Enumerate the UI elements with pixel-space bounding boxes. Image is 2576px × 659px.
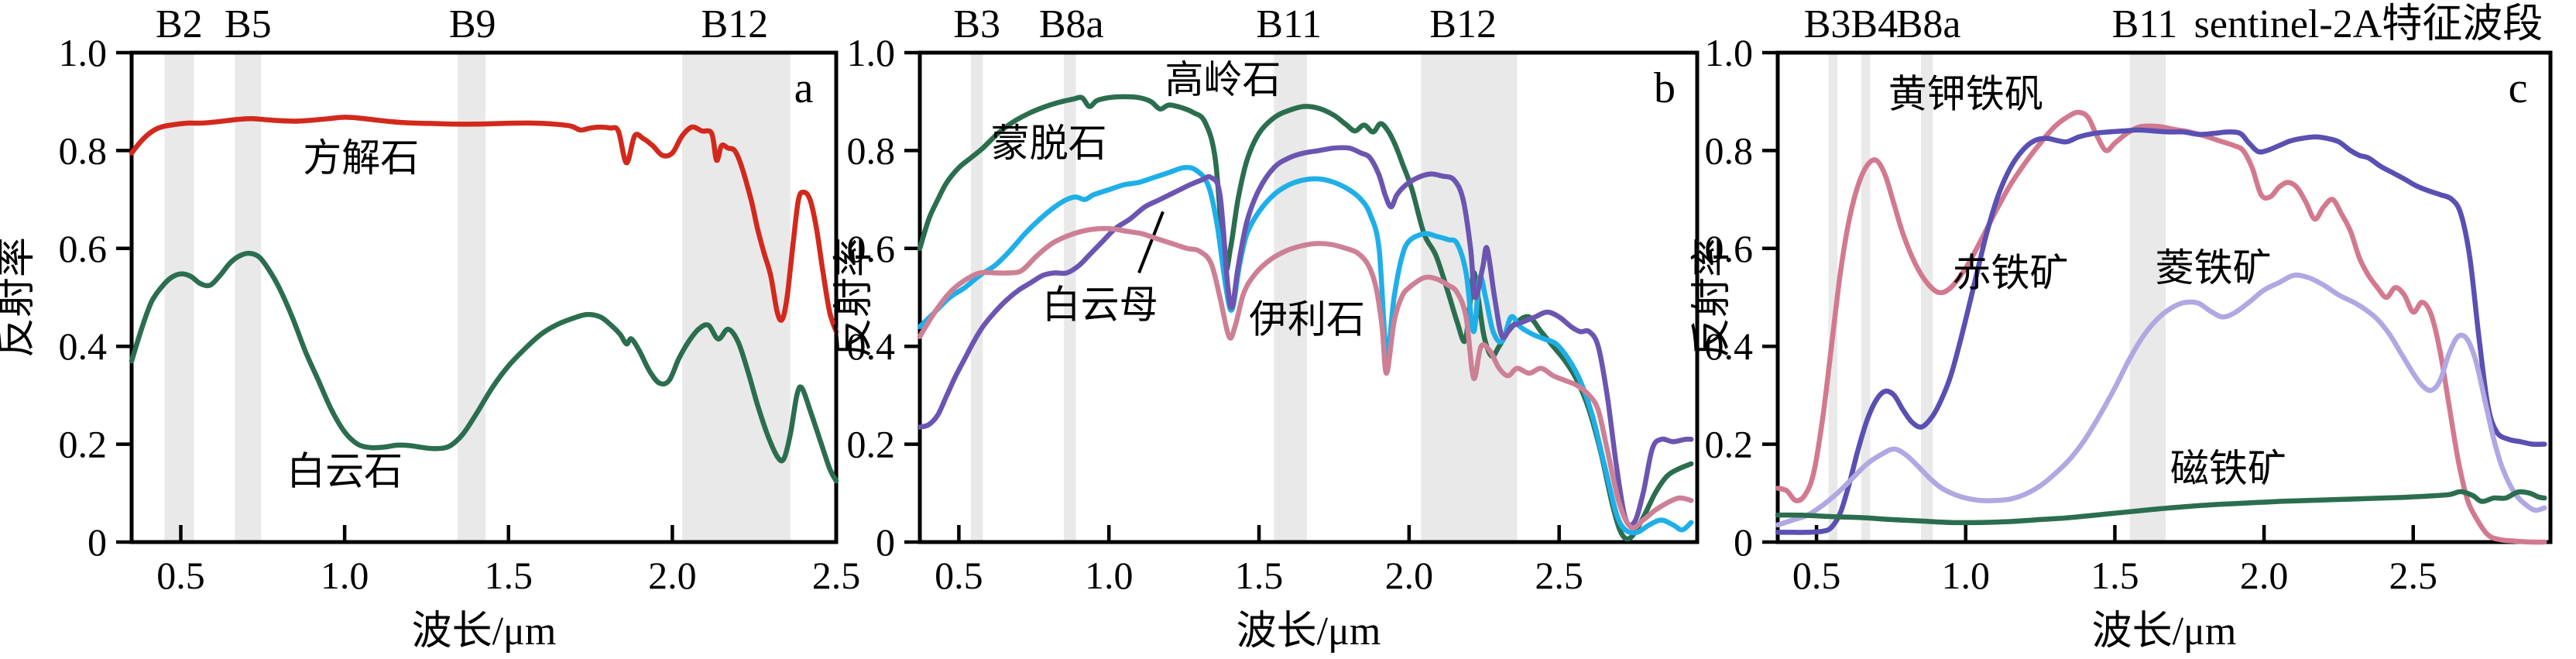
band-b-B11 (1274, 53, 1307, 542)
panel-a: 0.5 1.0 1.5 2.0 2.5 0 0.2 0.4 0.6 0.8 1.0 B2 B5 B9 B12… (0, 2, 860, 654)
band-label-a-B12: B12 (701, 2, 768, 46)
y-tick-label-a-1.0: 1.0 (59, 31, 108, 74)
y-tick-label-a-0.6: 0.6 (59, 227, 108, 270)
y-tick-label-c-0.6: 0.6 (1705, 227, 1754, 270)
y-tick-label-b-0.4: 0.4 (847, 324, 896, 368)
curve-siderite (1775, 273, 2547, 528)
curve-label-dolomite: 白云石 (286, 449, 403, 493)
y-axis-title-c: 反射率 (1690, 237, 1734, 358)
y-tick-label-c-0.8: 0.8 (1705, 129, 1754, 172)
band-label-b-B11: B11 (1256, 2, 1322, 46)
y-tick-label-a-0.4: 0.4 (59, 324, 108, 368)
band-label-a-B5: B5 (225, 2, 272, 46)
band-a-B2 (164, 53, 194, 542)
curve-magnetite (1775, 489, 2547, 526)
curve-label-kaolinite: 高岭石 (1165, 58, 1281, 101)
y-tick-label-a-0.2: 0.2 (59, 423, 108, 466)
panel-letter-b: b (1654, 64, 1676, 112)
x-axis-title-c: 波长/μm (2092, 609, 2237, 654)
x-tick-label-a-2.0: 2.0 (648, 554, 697, 597)
band-label-b-B12: B12 (1429, 2, 1497, 46)
curve-label-muscovite: 白云母 (1042, 283, 1158, 326)
band-label-c-B3B4: B3B4 (1804, 2, 1898, 46)
x-tick-label-c-1.5: 1.5 (2091, 554, 2139, 597)
band-b-B8a (1064, 53, 1076, 542)
band-label-b-B3: B3 (953, 2, 1000, 46)
panel-b: 0.5 1.0 1.5 2.0 2.5 0 0.2 0.4 0.6 0.8 1.0 B3 B8a B11 B… (832, 2, 1700, 654)
panel-letter-a: a (794, 64, 814, 112)
x-tick-label-a-0.5: 0.5 (156, 554, 205, 597)
curve-label-siderite: 菱铁矿 (2156, 246, 2272, 290)
curve-label-calcite: 方解石 (303, 136, 419, 180)
y-tick-label-b-0: 0 (876, 520, 895, 564)
y-tick-label-a-0.8: 0.8 (59, 129, 108, 172)
x-tick-label-b-1.0: 1.0 (1085, 554, 1134, 597)
x-tick-label-a-1.0: 1.0 (321, 554, 369, 597)
plot-border-b (918, 50, 1700, 544)
y-axis-title-a: 反射率 (0, 237, 39, 358)
x-tick-label-b-2.0: 2.0 (1385, 554, 1434, 597)
y-tick-label-b-1.0: 1.0 (847, 31, 896, 74)
curve-label-hematite: 赤铁矿 (1953, 251, 2069, 294)
curve-label-illite: 伊利石 (1249, 297, 1365, 341)
curve-hematite (1775, 127, 2547, 535)
x-axis-title-a: 波长/μm (412, 609, 557, 654)
x-axis-title-b: 波长/μm (1237, 609, 1381, 654)
curve-muscovite (917, 145, 1694, 528)
y-tick-label-c-0.4: 0.4 (1705, 324, 1754, 368)
y-tick-label-a-0: 0 (87, 520, 107, 564)
x-tick-label-c-1.0: 1.0 (1942, 554, 1991, 597)
plot-border-c (1775, 50, 2553, 544)
curve-label-magnetite: 磁铁矿 (2170, 447, 2286, 490)
band-c-B3 (1828, 53, 1838, 542)
band-label-c-B8a: B8a (1896, 2, 1961, 46)
curve-jarosite (1775, 109, 2547, 545)
band-label-a-B2: B2 (156, 2, 203, 46)
x-tick-label-a-2.5: 2.5 (812, 554, 861, 597)
curve-label-pointer-muscovite (1137, 211, 1165, 274)
band-c-B11 (2129, 53, 2166, 542)
curve-montmorillonite (917, 165, 1694, 536)
band-b-B3 (970, 53, 983, 542)
y-tick-label-b-0.6: 0.6 (847, 227, 896, 270)
x-tick-label-c-2.0: 2.0 (2240, 554, 2289, 597)
x-tick-label-b-1.5: 1.5 (1235, 554, 1284, 597)
band-label-c-B11: B11 (2112, 2, 2178, 46)
x-tick-label-b-0.5: 0.5 (935, 554, 983, 597)
band-label-a-B9: B9 (449, 2, 496, 46)
curve-illite (917, 225, 1694, 531)
band-a-B5 (235, 53, 262, 542)
y-tick-label-c-0.2: 0.2 (1705, 423, 1754, 466)
curve-dolomite (129, 250, 839, 484)
y-tick-label-b-0.2: 0.2 (847, 423, 896, 466)
y-tick-label-c-0: 0 (1734, 520, 1753, 564)
band-label-b-B8a: B8a (1039, 2, 1104, 46)
curve-label-jarosite: 黄钾铁矾 (1888, 73, 2043, 116)
band-c-B4 (1861, 53, 1871, 542)
plot-border-a (129, 50, 839, 544)
band-a-B9 (458, 53, 486, 542)
y-tick-label-b-0.8: 0.8 (847, 129, 896, 172)
x-tick-label-a-1.5: 1.5 (484, 554, 533, 597)
curve-calcite (129, 115, 839, 335)
curve-label-montmorillonite: 蒙脱石 (991, 122, 1107, 165)
x-tick-label-c-2.5: 2.5 (2389, 554, 2437, 597)
x-tick-label-b-2.5: 2.5 (1535, 554, 1583, 597)
panel-letter-c: c (2509, 64, 2528, 112)
y-tick-label-c-1.0: 1.0 (1705, 31, 1754, 74)
figure-title-note: sentinel-2A特征波段 (2194, 2, 2543, 46)
y-axis-title-b: 反射率 (832, 237, 876, 358)
x-tick-label-c-0.5: 0.5 (1792, 554, 1841, 597)
curve-kaolinite (917, 94, 1694, 542)
